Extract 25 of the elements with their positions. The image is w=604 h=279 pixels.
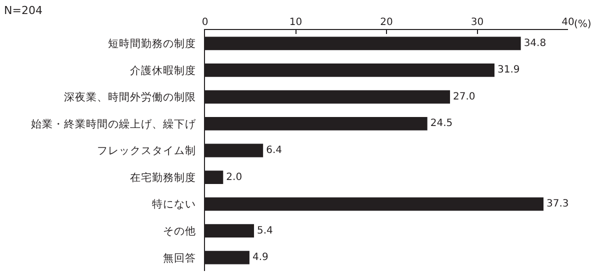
x-tick-label: 10 [289, 17, 302, 28]
data-label: 31.9 [497, 64, 520, 76]
data-label: 6.4 [266, 145, 282, 156]
y-tick-label: 始業・終業時間の繰上げ、繰下げ [30, 117, 197, 130]
data-label: 37.3 [546, 198, 569, 210]
y-tick-label: 特にない [152, 198, 196, 211]
y-tick-label: フレックスタイム制 [96, 144, 196, 158]
data-label: 5.4 [257, 225, 273, 236]
data-label: 24.5 [430, 118, 453, 130]
text: N=204 [4, 4, 42, 17]
y-tick-label: 在宅勤務制度 [130, 170, 196, 184]
y-tick-label: 無回答 [162, 252, 196, 264]
x-tick-label: 30 [470, 17, 484, 28]
y-tick-label: その他 [162, 226, 196, 238]
data-label: 2.0 [226, 172, 242, 183]
y-tick-label: 介護休暇制度 [130, 64, 196, 77]
x-tick-label: 0 [202, 17, 208, 28]
data-label: 27.0 [453, 91, 476, 102]
data-label: 4.9 [252, 252, 268, 264]
x-tick-label: 20 [380, 17, 393, 28]
data-label: 34.8 [524, 38, 546, 49]
y-tick-label: 深夜業、時間外労働の制限 [64, 90, 196, 104]
x-tick-label: 40 [562, 17, 574, 28]
x-axis-title: (%) [574, 19, 592, 30]
y-tick-label: 短時間勤務の制度 [108, 37, 196, 50]
